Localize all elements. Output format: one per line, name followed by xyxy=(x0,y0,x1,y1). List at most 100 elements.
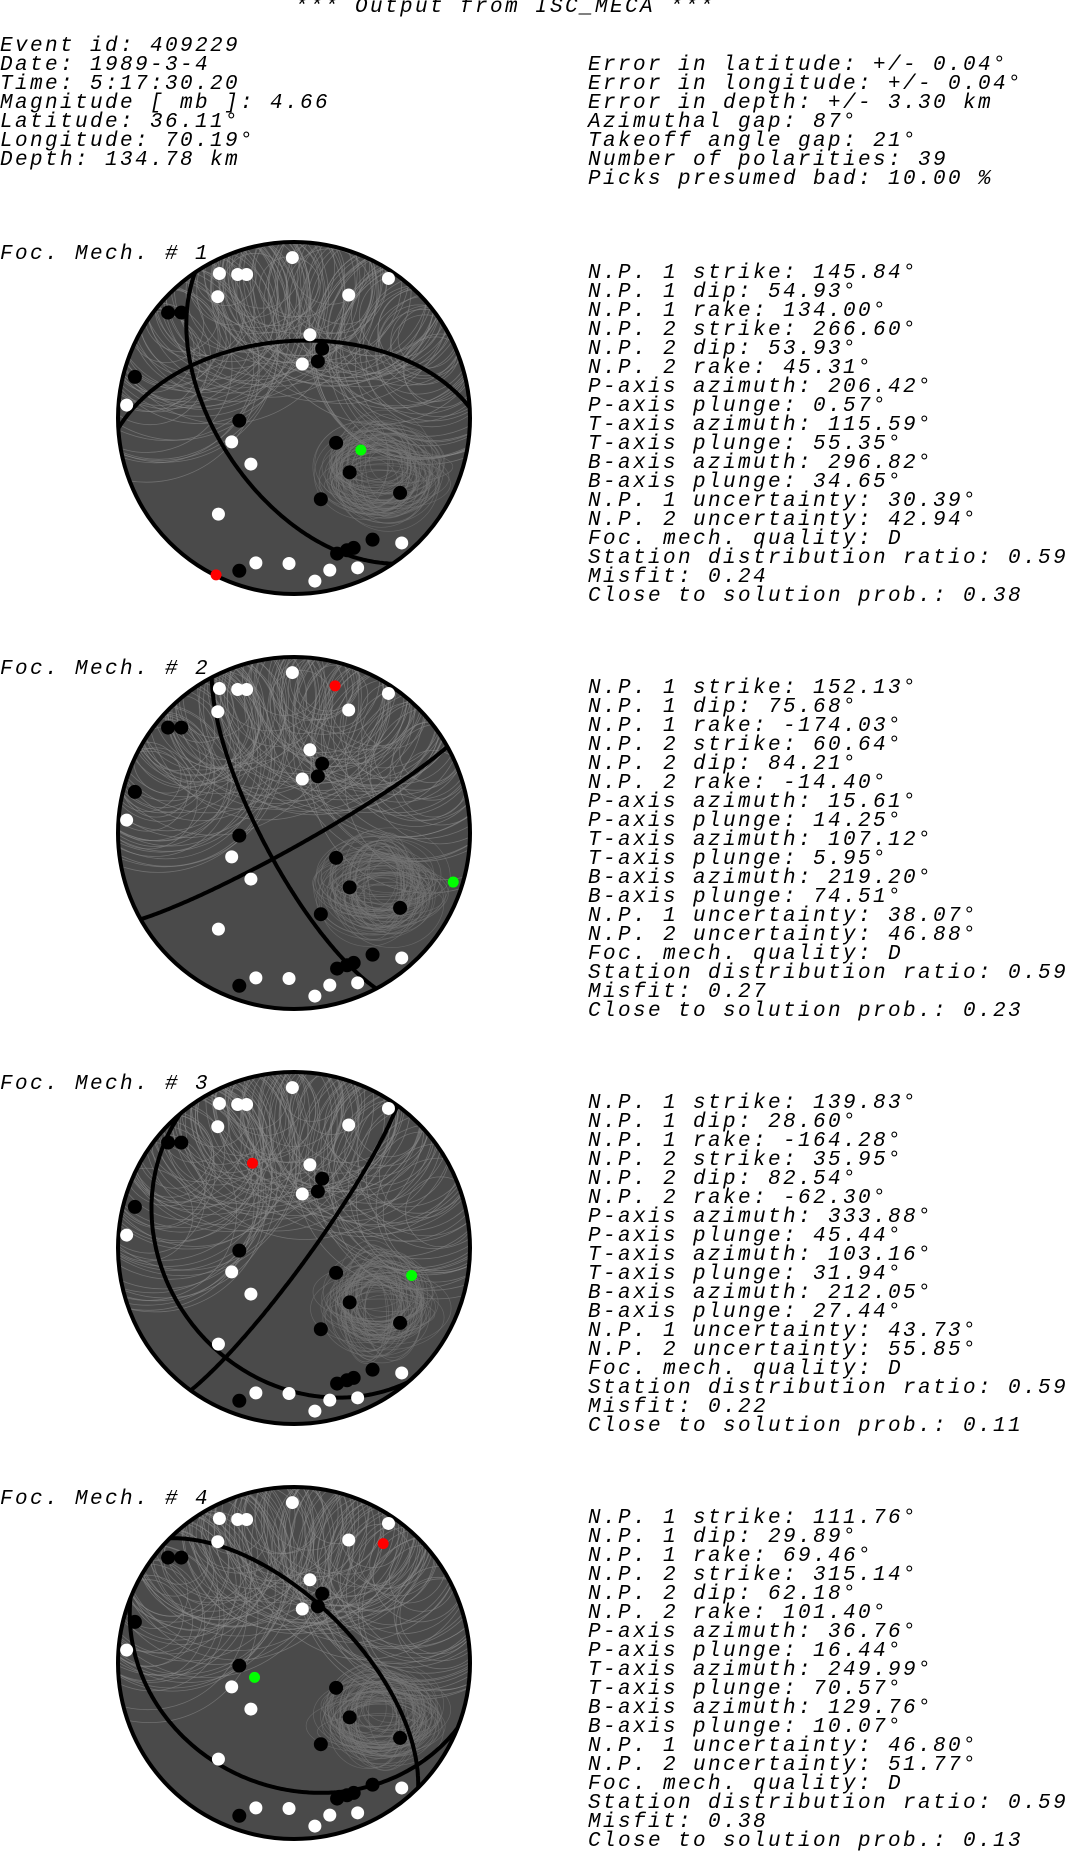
mechanism-parameter: B-axis plunge: 34.65° xyxy=(588,471,904,494)
dilatation-polarity xyxy=(231,1512,245,1526)
mechanism-parameter: P-axis azimuth: 206.42° xyxy=(588,376,934,399)
dilatation-polarity xyxy=(381,1516,395,1530)
compression-polarity xyxy=(365,1362,380,1377)
mechanism-parameter: T-axis azimuth: 115.59° xyxy=(588,414,934,437)
mechanism-parameter: Misfit: 0.22 xyxy=(588,1396,769,1419)
page-title: *** Output from ISC_MECA *** xyxy=(294,0,716,19)
dilatation-polarity xyxy=(395,1781,409,1795)
dilatation-polarity xyxy=(120,813,134,827)
dilatation-polarity xyxy=(211,1752,225,1766)
compression-polarity xyxy=(174,1550,189,1565)
p-axis-marker xyxy=(329,680,341,692)
t-axis-marker xyxy=(447,876,459,888)
mechanism-parameter: T-axis plunge: 55.35° xyxy=(588,433,904,456)
dilatation-polarity xyxy=(308,1404,322,1418)
mechanism-parameter: N.P. 1 strike: 145.84° xyxy=(588,262,919,285)
mechanism-parameter: N.P. 1 rake: 134.00° xyxy=(588,300,889,323)
mechanism-parameter: N.P. 2 rake: -62.30° xyxy=(588,1187,889,1210)
dilatation-polarity xyxy=(240,1512,254,1526)
event-field: Event id: 409229 xyxy=(0,35,241,58)
dilatation-polarity xyxy=(212,266,226,280)
compression-polarity xyxy=(174,720,189,735)
dilatation-polarity xyxy=(231,682,245,696)
dilatation-polarity xyxy=(285,1496,299,1510)
mechanism-parameter: Close to solution prob.: 0.23 xyxy=(588,1000,1024,1023)
mechanism-parameter: N.P. 2 uncertainty: 46.88° xyxy=(588,924,979,947)
sphere-outline xyxy=(116,655,472,1011)
t-axis-marker xyxy=(355,444,367,456)
compression-polarity xyxy=(346,1785,361,1800)
dilatation-polarity xyxy=(342,1533,356,1547)
compression-polarity xyxy=(329,1680,344,1695)
dilatation-polarity xyxy=(342,288,356,302)
dilatation-polarity xyxy=(244,1702,258,1716)
compression-polarity xyxy=(174,305,189,320)
t-axis-marker xyxy=(249,1671,261,1683)
error-field: Error in longitude: +/- 0.04° xyxy=(588,73,1024,96)
mechanism-parameter: Station distribution ratio: 0.59 xyxy=(588,1792,1069,1815)
dilatation-polarity xyxy=(303,1573,317,1587)
dilatation-polarity xyxy=(303,1158,317,1172)
compression-polarity xyxy=(232,978,247,993)
dilatation-polarity xyxy=(351,1806,365,1820)
mechanism-parameter: N.P. 1 rake: -164.28° xyxy=(588,1130,904,1153)
mechanism-parameter: N.P. 1 dip: 54.93° xyxy=(588,281,859,304)
mechanism-parameter: N.P. 1 rake: 69.46° xyxy=(588,1545,874,1568)
beachball-plot xyxy=(116,240,472,596)
mechanism-parameter: Foc. mech. quality: D xyxy=(588,528,904,551)
nodal-plane-1 xyxy=(184,271,393,566)
mechanism-parameter: Foc. mech. quality: D xyxy=(588,1358,904,1381)
dilatation-polarity xyxy=(308,1819,322,1833)
mechanism-parameter: N.P. 2 strike: 60.64° xyxy=(588,734,904,757)
compression-polarity xyxy=(329,850,344,865)
dilatation-polarity xyxy=(351,561,365,575)
p-axis-marker xyxy=(210,569,222,581)
mechanism-parameter: N.P. 1 dip: 29.89° xyxy=(588,1526,859,1549)
dilatation-polarity xyxy=(120,1228,134,1242)
mechanism-parameter: N.P. 1 strike: 152.13° xyxy=(588,677,919,700)
dilatation-polarity xyxy=(120,1643,134,1657)
dilatation-polarity xyxy=(323,563,337,577)
dilatation-polarity xyxy=(351,976,365,990)
compression-polarity xyxy=(346,955,361,970)
dilatation-polarity xyxy=(323,978,337,992)
compression-polarity xyxy=(232,1808,247,1823)
dilatation-polarity xyxy=(282,1387,296,1401)
mechanism-parameter: B-axis plunge: 74.51° xyxy=(588,886,904,909)
compression-polarity xyxy=(127,1199,142,1214)
dilatation-polarity xyxy=(211,1337,225,1351)
event-field: Depth: 134.78 km xyxy=(0,149,241,172)
event-field: Time: 5:17:30.20 xyxy=(0,73,241,96)
p-axis-marker xyxy=(377,1538,389,1550)
compression-polarity xyxy=(232,1393,247,1408)
dilatation-polarity xyxy=(225,850,239,864)
dilatation-polarity xyxy=(285,251,299,265)
dilatation-polarity xyxy=(295,357,309,371)
mechanism-parameter: N.P. 1 uncertainty: 46.80° xyxy=(588,1735,979,1758)
mechanism-parameter: Foc. mech. quality: D xyxy=(588,1773,904,1796)
dilatation-polarity xyxy=(323,1393,337,1407)
compression-polarity xyxy=(313,907,328,922)
nodal-plane-1 xyxy=(127,1597,460,1795)
mechanism-parameter: Foc. mech. quality: D xyxy=(588,943,904,966)
compression-polarity xyxy=(161,720,176,735)
dilatation-polarity xyxy=(211,507,225,521)
error-field: Error in depth: +/- 3.30 km xyxy=(588,92,994,115)
mechanism-parameter: N.P. 2 rake: 101.40° xyxy=(588,1602,889,1625)
compression-polarity xyxy=(329,435,344,450)
mechanism-label: Foc. Mech. # 3 xyxy=(0,1073,211,1096)
mechanism-parameter: N.P. 2 dip: 82.54° xyxy=(588,1168,859,1191)
mechanism-parameter: N.P. 1 dip: 75.68° xyxy=(588,696,859,719)
dilatation-polarity xyxy=(381,271,395,285)
dilatation-polarity xyxy=(212,1511,226,1525)
mechanism-parameter: N.P. 2 uncertainty: 51.77° xyxy=(588,1754,979,1777)
mechanism-parameter: N.P. 2 rake: -14.40° xyxy=(588,772,889,795)
mechanism-parameter: Misfit: 0.24 xyxy=(588,566,769,589)
dilatation-polarity xyxy=(225,1680,239,1694)
error-field: Azimuthal gap: 87° xyxy=(588,111,859,134)
compression-polarity xyxy=(232,1658,247,1673)
dilatation-polarity xyxy=(249,556,263,570)
mechanism-parameter: N.P. 1 uncertainty: 38.07° xyxy=(588,905,979,928)
mechanism-parameter: N.P. 2 uncertainty: 42.94° xyxy=(588,509,979,532)
mechanism-parameter: B-axis azimuth: 129.76° xyxy=(588,1697,934,1720)
